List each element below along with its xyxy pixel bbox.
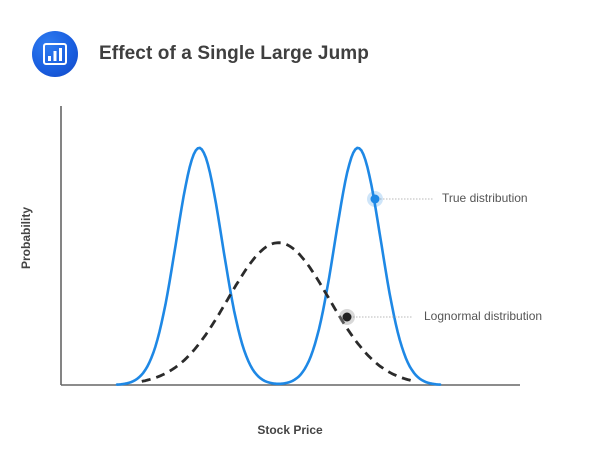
- lognormal-distribution-marker: [339, 309, 355, 325]
- chart-badge: [32, 31, 78, 77]
- y-axis-label: Probability: [19, 206, 33, 270]
- true-distribution-label: True distribution: [442, 191, 528, 205]
- lognormal-distribution-curve: [141, 241, 417, 383]
- bar-chart-icon: [43, 43, 67, 65]
- x-axis-label: Stock Price: [257, 423, 323, 437]
- true-distribution-marker: [367, 191, 383, 207]
- true-distribution-curve: [115, 146, 442, 386]
- chart-title: Effect of a Single Large Jump: [99, 43, 370, 64]
- chart-header: Effect of a Single Large Jump: [32, 31, 369, 77]
- lognormal-distribution-label: Lognormal distribution: [424, 309, 543, 323]
